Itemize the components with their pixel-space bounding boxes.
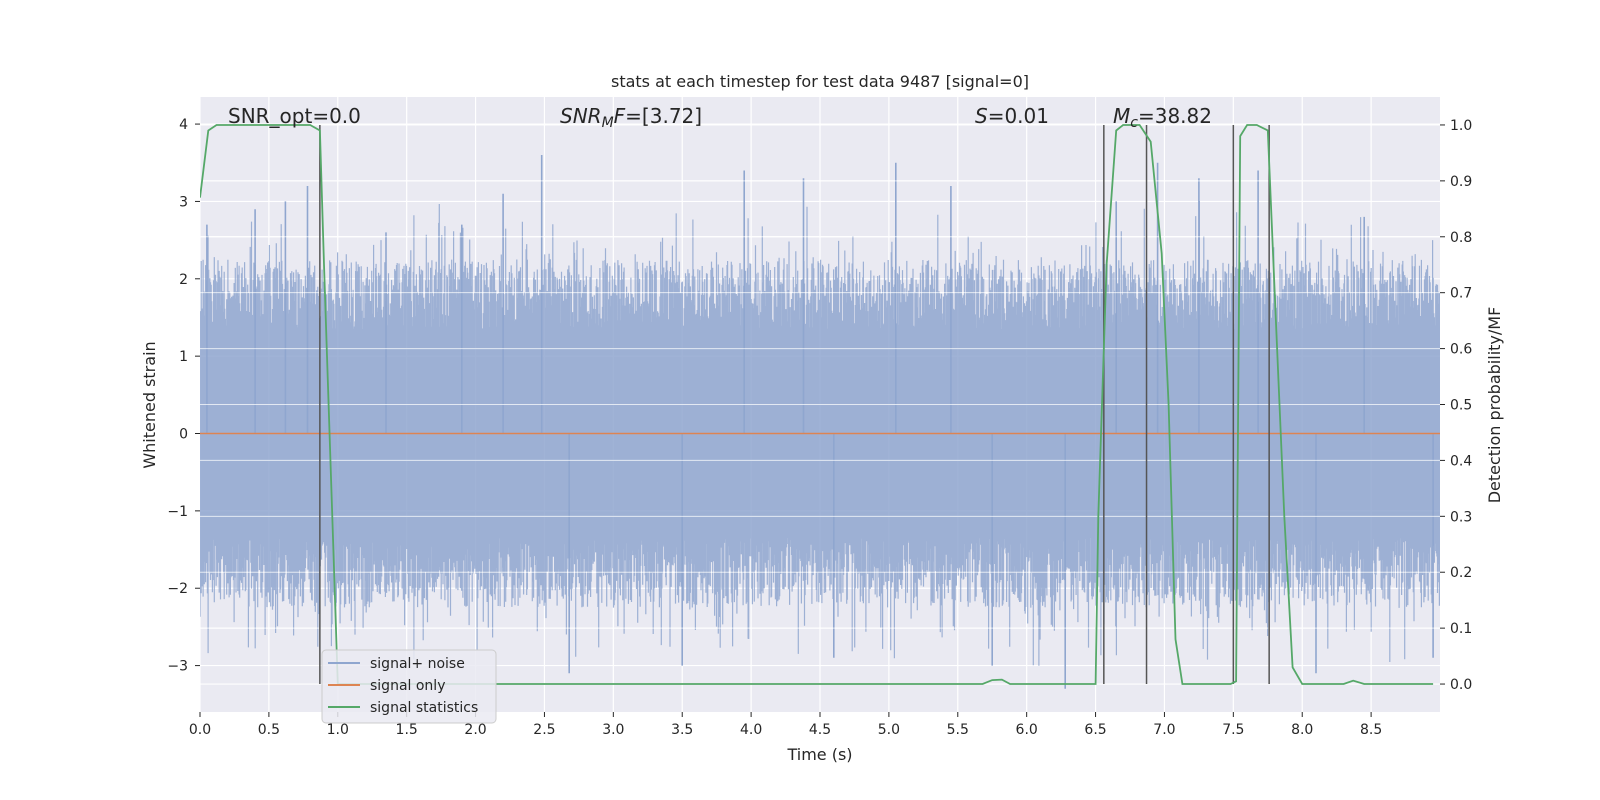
x-tick-label: 5.5 xyxy=(947,722,969,738)
annotation-part: =[3.72] xyxy=(625,104,702,128)
y-tick-label-right: 0.0 xyxy=(1450,677,1472,693)
chart-title: stats at each timestep for test data 948… xyxy=(611,72,1029,91)
legend-label-signal: signal only xyxy=(370,678,445,694)
x-tick-label: 3.0 xyxy=(602,722,624,738)
y-tick-label-left: 2 xyxy=(179,272,188,288)
annotation-part: M xyxy=(1113,104,1130,128)
annotation-s: S=0.01 xyxy=(975,104,1049,128)
y-tick-label-left: −2 xyxy=(167,581,188,597)
x-tick-label: 2.0 xyxy=(464,722,486,738)
x-tick-label: 4.0 xyxy=(740,722,762,738)
y-tick-label-right: 0.3 xyxy=(1450,509,1472,525)
x-tick-label: 5.0 xyxy=(878,722,900,738)
x-tick-label: 6.5 xyxy=(1084,722,1106,738)
x-axis-label: Time (s) xyxy=(786,745,852,764)
y-tick-label-right: 0.9 xyxy=(1450,174,1472,190)
y-tick-label-right: 0.8 xyxy=(1450,230,1472,246)
x-tick-label: 2.5 xyxy=(533,722,555,738)
y-tick-label-right: 0.2 xyxy=(1450,565,1472,581)
x-ticks: 0.0 0.5 1.0 1.5 2.0 2.5 3.0 3.5 4.0 4.5 5.0 5.5 6.0 6… xyxy=(189,712,1382,738)
annotation-part: M xyxy=(602,115,614,131)
y-tick-label-right: 1.0 xyxy=(1450,118,1472,134)
y-tick-label-right: 0.5 xyxy=(1450,398,1472,414)
legend-box xyxy=(321,649,497,724)
y-tick-label-right: 0.1 xyxy=(1450,621,1472,637)
x-tick-label: 0.0 xyxy=(189,722,211,738)
y-tick-label-right: 0.7 xyxy=(1450,286,1472,302)
x-tick-label: 8.0 xyxy=(1291,722,1313,738)
annotation-part: =38.82 xyxy=(1138,104,1212,128)
x-tick-label: 4.5 xyxy=(809,722,831,738)
y-tick-label-right: 0.6 xyxy=(1450,342,1472,358)
legend: signal+ noise signal only signal statist… xyxy=(321,649,497,724)
y-tick-label-right: 0.4 xyxy=(1450,453,1472,469)
y-tick-label-left: 4 xyxy=(179,117,188,133)
y-tick-label-left: 1 xyxy=(179,349,188,365)
x-tick-label: 1.0 xyxy=(327,722,349,738)
x-tick-label: 1.5 xyxy=(396,722,418,738)
x-tick-label: 7.0 xyxy=(1153,722,1175,738)
annotation-mc: Mc=38.82 xyxy=(1113,104,1212,131)
y-ticks-left: −3 −2 −1 0 1 2 3 4 xyxy=(167,117,200,675)
y-tick-label-left: −1 xyxy=(167,504,188,520)
y-axis-label-right: Detection probability/MF xyxy=(1485,307,1504,504)
signal-statistics-line xyxy=(200,124,1434,685)
series-lines xyxy=(200,124,1440,685)
annotation-part: =0.01 xyxy=(988,104,1049,128)
y-tick-label-left: 0 xyxy=(179,427,188,443)
y-ticks-right: 0.0 0.1 0.2 0.3 0.4 0.5 0.6 0.7 0.8 0.9 1.0 xyxy=(1440,118,1472,693)
x-tick-label: 3.5 xyxy=(671,722,693,738)
noise-peaks xyxy=(206,155,1434,689)
legend-label-stats: signal statistics xyxy=(370,700,478,716)
y-axis-label-left: Whitened strain xyxy=(140,341,159,468)
x-tick-label: 6.0 xyxy=(1016,722,1038,738)
x-tick-label: 8.5 xyxy=(1360,722,1382,738)
y-tick-label-left: 3 xyxy=(179,194,188,210)
legend-label-noise: signal+ noise xyxy=(370,656,465,672)
annotation-part: S xyxy=(975,104,988,128)
y-tick-label-left: −3 xyxy=(167,659,188,675)
x-tick-label: 7.5 xyxy=(1222,722,1244,738)
x-tick-label: 0.5 xyxy=(258,722,280,738)
annotation-part: c xyxy=(1130,115,1138,131)
annotation-snr-mf: SNRMF=[3.72] xyxy=(560,104,702,131)
annotation-snr-opt: SNR_opt=0.0 xyxy=(228,104,361,128)
annotation-part: F xyxy=(614,104,626,128)
annotation-part: SNR xyxy=(560,104,602,128)
